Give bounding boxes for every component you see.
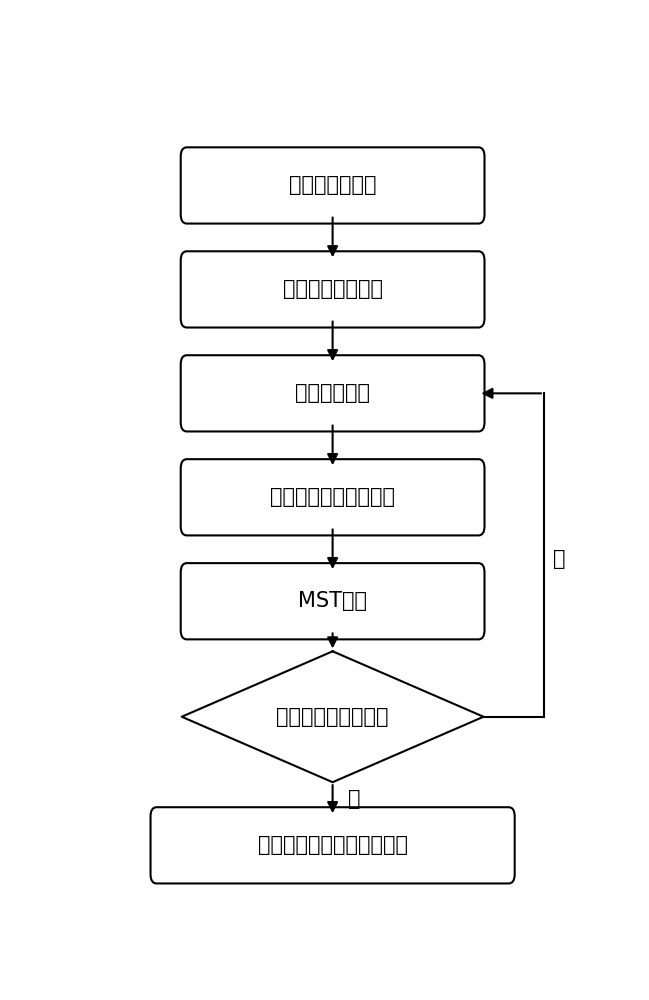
Text: 组装核酸短链: 组装核酸短链: [295, 383, 370, 403]
FancyBboxPatch shape: [151, 807, 515, 883]
FancyBboxPatch shape: [180, 147, 485, 224]
Polygon shape: [182, 651, 484, 782]
FancyBboxPatch shape: [180, 459, 485, 535]
FancyBboxPatch shape: [180, 355, 485, 431]
FancyBboxPatch shape: [180, 251, 485, 328]
FancyBboxPatch shape: [180, 563, 485, 639]
Text: 单核苷酸水合对接: 单核苷酸水合对接: [282, 279, 383, 299]
Text: 靶标小分子结构: 靶标小分子结构: [289, 175, 376, 195]
Text: MST实验: MST实验: [298, 591, 367, 611]
Text: 是否具有高亲和性？: 是否具有高亲和性？: [276, 707, 389, 727]
Text: 组装完整的核酸适配体: 组装完整的核酸适配体: [270, 487, 395, 507]
Text: 是: 是: [348, 789, 360, 809]
Text: 具有高亲和性的核酸适配体: 具有高亲和性的核酸适配体: [258, 835, 408, 855]
Text: 否: 否: [553, 549, 565, 569]
